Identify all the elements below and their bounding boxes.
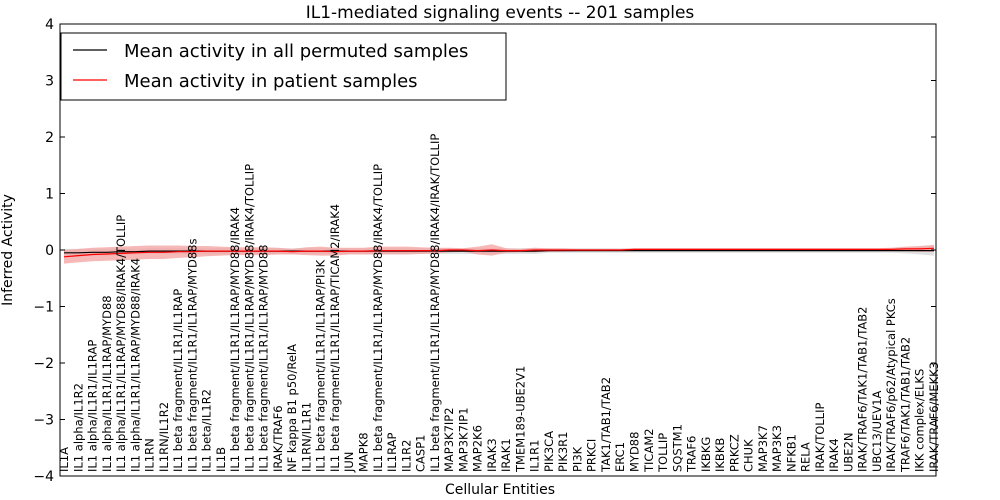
y-axis-label: Inferred Activity	[0, 194, 16, 306]
category-label: IL1 beta fragment/IL1R1/IL1RAP/TICAM2/IR…	[328, 204, 342, 472]
category-label: IRAK1	[499, 438, 513, 472]
category-label: PRKCZ	[727, 434, 741, 472]
y-tick-label: 2	[45, 130, 54, 146]
category-label: TRAF6/TAK1/TAB1/TAB2	[899, 337, 913, 473]
category-label: IKK complex/ELKS	[913, 369, 927, 472]
legend: Mean activity in all permuted samples Me…	[60, 32, 507, 101]
y-tick-label: −1	[33, 300, 54, 316]
category-label: MYD88	[628, 432, 642, 472]
category-label: IL1 beta fragment/IL1R1/IL1RAP/MYD88s	[185, 239, 199, 472]
category-label: IL1B	[214, 447, 228, 472]
category-label: NFKB1	[784, 434, 798, 472]
category-label: IL1 beta fragment/IL1R1/IL1RAP	[171, 289, 185, 472]
legend-box	[60, 32, 507, 101]
category-label: IL1 beta fragment/IL1R1/IL1RAP/MYD88/IRA…	[228, 207, 242, 472]
legend-label-patient: Mean activity in patient samples	[124, 71, 418, 92]
legend-label-permuted: Mean activity in all permuted samples	[124, 41, 468, 62]
category-label: UBE2N	[841, 433, 855, 473]
category-label: JUN	[342, 452, 356, 473]
y-axis: −4 −3 −2 −1 0 1 2 3 4	[33, 17, 936, 485]
category-label: IL1 beta fragment/IL1R1/IL1RAP/MYD88/IRA…	[242, 164, 256, 472]
category-label: RELA	[799, 442, 813, 472]
category-label: IL1RN/IL1R1	[300, 402, 314, 472]
category-label: IKBKB	[713, 438, 727, 472]
series-line-patient	[63, 247, 935, 258]
category-label: IRAK/TRAF6/p62/Atypical PKCs	[884, 298, 898, 472]
category-label: TMEM189-UBE2V1	[513, 366, 527, 473]
chart-title: IL1-mediated signaling events -- 201 sam…	[306, 3, 695, 23]
category-label: MAP3K7	[756, 425, 770, 472]
category-label: IL1 alpha/IL1R2	[71, 383, 85, 472]
category-label: PIK3CA	[542, 431, 556, 472]
category-label: IL1 alpha/IL1R1/IL1RAP/MYD88	[100, 295, 114, 472]
category-label: IRAK4	[827, 438, 841, 472]
category-label: IL1 alpha/IL1R1/IL1RAP/MYD88/IRAK4/TOLLI…	[114, 215, 128, 472]
category-label: MAP2K6	[471, 425, 485, 472]
category-label: UBC13/UEV1A	[870, 390, 884, 472]
category-label: IL1 beta fragment/IL1R1/IL1RAP/MYD88	[257, 245, 271, 472]
category-label: MAP3K7IP1	[456, 407, 470, 472]
category-label: MAP3K7IP2	[442, 407, 456, 472]
y-tick-label: −3	[33, 413, 54, 429]
category-label: PIK3R1	[556, 432, 570, 473]
category-label: IRAK/TRAF6	[271, 405, 285, 472]
category-label: SQSTM1	[670, 424, 684, 472]
category-label: MAP3K3	[770, 425, 784, 472]
category-label: IL1RN	[143, 438, 157, 472]
category-label: IL1A	[57, 447, 71, 472]
category-label: IL1RAP	[385, 432, 399, 472]
category-label: IRAK3	[485, 438, 499, 472]
y-tick-label: 1	[45, 187, 54, 203]
x-axis-label: Cellular Entities	[445, 482, 555, 498]
category-label: IL1 alpha/IL1R1/IL1RAP/MYD88/IRAK4	[128, 258, 142, 472]
category-label: CASP1	[414, 435, 428, 472]
category-label: TICAM2	[642, 428, 656, 473]
category-label: NF kappa B1 p50/RelA	[285, 344, 299, 472]
category-label: IRAK/TRAF6/TAK1/TAB1/TAB2	[856, 307, 870, 472]
category-label: IL1 beta fragment/IL1R1/IL1RAP/PI3K	[314, 259, 328, 472]
category-label: IL1 alpha/IL1R1/IL1RAP	[86, 340, 100, 472]
y-tick-label: 3	[45, 74, 54, 90]
category-label: MAPK8	[357, 432, 371, 472]
category-label: TAK1/TAB1/TAB2	[599, 377, 613, 473]
y-tick-label: −2	[33, 356, 54, 372]
category-label: ERC1	[613, 442, 627, 472]
category-label: IRAK/TOLLIP	[813, 403, 827, 472]
category-labels: IL1A IL1 alpha/IL1R2 IL1 alpha/IL1R1/IL1RA…	[57, 134, 941, 473]
category-label: IL1 beta fragment/IL1R1/IL1RAP/MYD88/IRA…	[371, 164, 385, 472]
y-tick-label: 0	[45, 243, 54, 259]
category-label: IL1 beta fragment/IL1R1/IL1RAP/MYD88/IRA…	[428, 134, 442, 472]
category-label: CHUK	[742, 439, 756, 472]
category-label: IRAK/TRAF6/MEKK3	[927, 362, 941, 472]
category-label: IL1R2	[399, 440, 413, 472]
category-label: TOLLIP	[656, 433, 670, 473]
category-label: IL1 beta/IL1R2	[200, 389, 214, 472]
series-lines	[63, 247, 935, 258]
category-label: PRKCI	[585, 439, 599, 472]
category-label: IL1R1	[528, 440, 542, 472]
category-label: PI3K	[570, 446, 584, 472]
y-tick-label: 4	[45, 17, 54, 33]
category-label: TRAF6	[685, 436, 699, 473]
category-label: IKBKG	[699, 437, 713, 472]
category-label: IL1RN/IL1R2	[157, 402, 171, 472]
y-tick-label: −4	[33, 469, 54, 485]
